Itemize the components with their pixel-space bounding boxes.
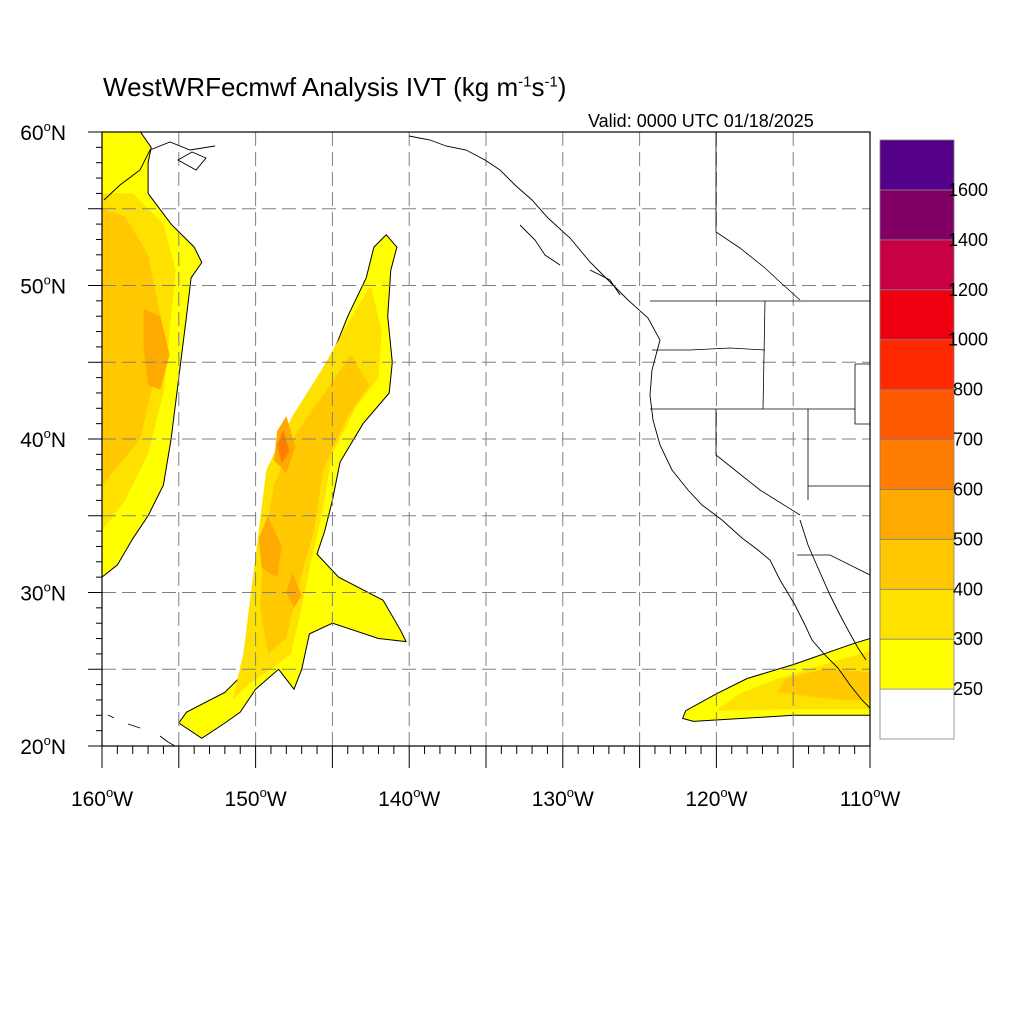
colorbar-level-label: 500	[953, 529, 983, 549]
lat-label: 20oN	[20, 733, 66, 759]
title-end: )	[557, 72, 567, 102]
map-title: WestWRFecmwf Analysis IVT (kg m-1s-1)	[103, 72, 566, 103]
lon-label: 140oW	[378, 785, 440, 811]
lon-label: 160oW	[71, 785, 133, 811]
colorbar-level-label: 1600	[948, 180, 988, 200]
colorbar-swatch	[879, 489, 955, 540]
lon-label: 150oW	[225, 785, 287, 811]
coastline-bc-islands	[519, 224, 621, 296]
ivt-contour-central-plume-5	[277, 429, 290, 464]
coastline-gulf-of-california	[799, 519, 867, 661]
lat-label: 60oN	[20, 119, 66, 145]
border-us-mexico	[797, 554, 870, 576]
island-kodiak	[177, 151, 207, 171]
lat-label: 30oN	[20, 580, 66, 606]
title-main: WestWRFecmwf Analysis IVT (kg m	[103, 72, 519, 102]
colorbar	[879, 139, 955, 740]
lon-label: 120oW	[685, 785, 747, 811]
ivt-contour-central-plume-4	[286, 572, 302, 608]
axis-ticks	[88, 131, 871, 768]
colorbar-level-label: 800	[953, 380, 983, 400]
graticule	[102, 132, 870, 746]
colorbar-swatch	[879, 189, 955, 241]
lat-label: 50oN	[20, 273, 66, 299]
border-washington-oregon	[652, 347, 766, 351]
colorbar-swatch	[879, 139, 955, 191]
ivt-contour-west-edge-plume-1	[102, 208, 161, 486]
colorbar-swatch	[879, 439, 955, 490]
border-alaska-canada	[715, 132, 801, 301]
colorbar-level-label: 600	[953, 479, 983, 499]
colorbar-swatch	[879, 289, 955, 341]
title-exponent-2: -1	[544, 73, 558, 91]
coastlines	[103, 135, 870, 746]
lat-label: 40oN	[20, 426, 66, 452]
colorbar-level-label: 1000	[948, 330, 988, 350]
ivt-contour-southeast-plume-1	[777, 669, 870, 700]
colorbar-swatch	[879, 389, 955, 440]
title-exponent-1: -1	[518, 73, 532, 91]
border-idaho	[762, 300, 766, 410]
colorbar-swatch	[879, 638, 955, 690]
ivt-contour-central-plume-1	[260, 354, 370, 654]
colorbar-swatch	[879, 538, 955, 590]
ivt-contour-central-plume-3	[258, 515, 282, 578]
colorbar-level-label: 300	[953, 629, 983, 649]
colorbar-labels: 250 300 400 500 600 700 800 1000 1200 1400 1600	[948, 180, 988, 699]
colorbar-swatch	[879, 239, 955, 291]
lon-label: 130oW	[532, 785, 594, 811]
title-mid: s	[531, 72, 545, 102]
border-montana-wyoming	[854, 363, 870, 425]
ivt-shading	[102, 132, 870, 739]
colorbar-swatch	[879, 588, 955, 640]
island-hawaii	[107, 714, 176, 746]
political-borders	[650, 132, 870, 576]
border-nevada-california	[715, 409, 801, 516]
colorbar-level-label: 1200	[948, 280, 988, 300]
colorbar-level-label: 1400	[948, 230, 988, 250]
colorbar-level-label: 700	[953, 430, 983, 450]
colorbar-swatch	[879, 688, 955, 740]
colorbar-level-label: 250	[953, 679, 983, 699]
colorbar-level-label: 400	[953, 579, 983, 599]
ivt-contour-west-edge-plume-2	[143, 308, 170, 390]
coastline-west-america	[408, 135, 870, 709]
coastline-alaska-peninsula	[103, 141, 216, 201]
valid-time-label: Valid: 0000 UTC 01/18/2025	[588, 111, 814, 131]
lon-label: 110oW	[840, 785, 901, 811]
axis-tick-labels: 160oW 150oW 140oW 130oW 120oW 110oW 60oN 50oN 40…	[20, 119, 900, 811]
colorbar-swatch	[879, 339, 955, 390]
